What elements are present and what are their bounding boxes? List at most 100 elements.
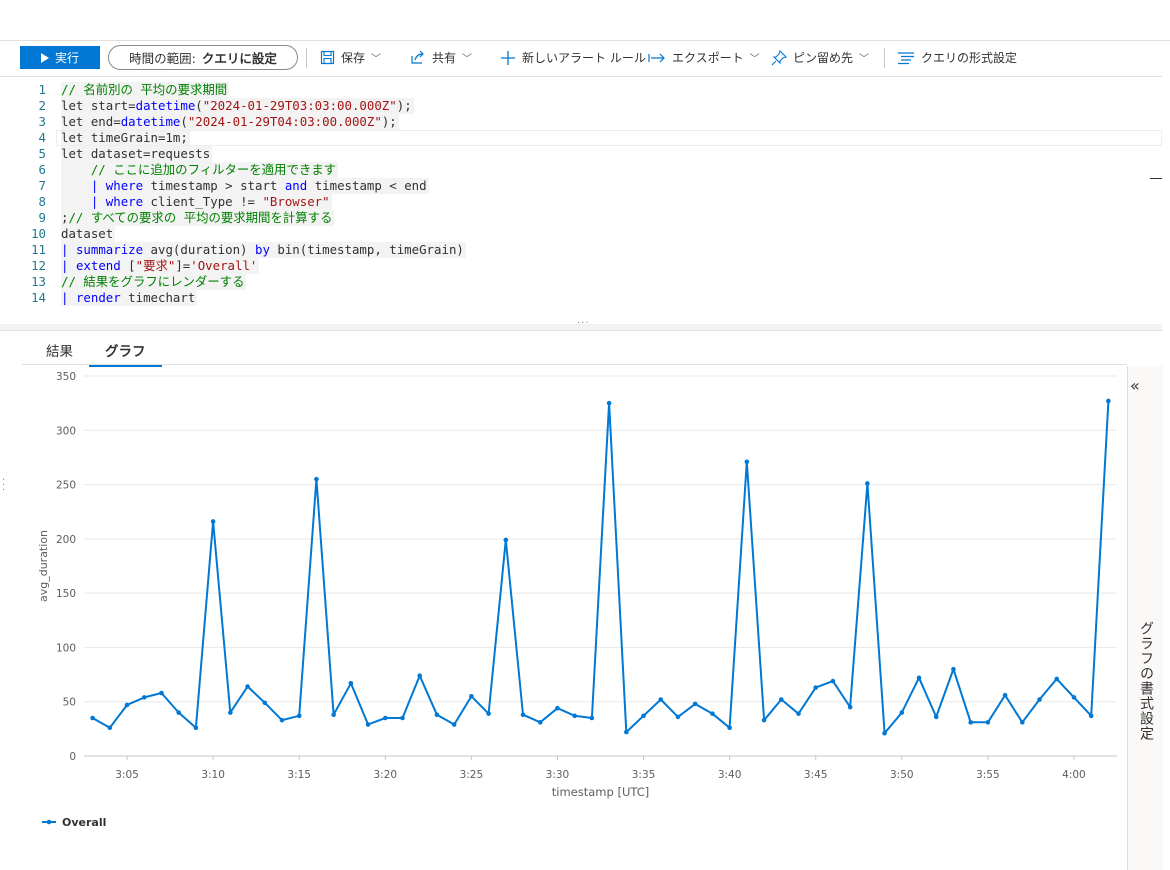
data-point [400, 715, 405, 721]
x-tick-label: 3:20 [373, 769, 397, 781]
format-query-label: クエリの形式設定 [921, 51, 1018, 65]
x-tick-label: 3:15 [287, 769, 311, 781]
query-editor[interactable]: 1 // 名前別の 平均の要求期間 2 let start=datetime("202… [0, 76, 1162, 393]
editor-results-splitter[interactable]: ··· [0, 318, 1162, 331]
format-query-button[interactable]: クエリの形式設定 [897, 49, 1017, 66]
export-button[interactable]: エクスポート ﹀ [648, 49, 760, 66]
chart-format-panel-label: グラフの書式設定 [1138, 621, 1154, 741]
data-point [968, 720, 973, 725]
data-point [348, 680, 354, 686]
code-text: // ここに追加のフィルターを適用できます [61, 162, 339, 178]
plus-icon [501, 50, 515, 65]
save-button[interactable]: 保存 ﹀ [320, 49, 381, 66]
y-tick-label: 250 [56, 480, 76, 492]
tab-results[interactable]: 結果 [30, 336, 89, 364]
code-text: | summarize avg(duration) by bin(timesta… [61, 242, 466, 258]
legend-label: Overall [62, 816, 106, 829]
run-label: 実行 [54, 51, 79, 65]
code-text: | where timestamp > start and timestamp … [61, 178, 429, 194]
data-point [985, 720, 991, 725]
data-point [1106, 398, 1111, 404]
chevron-down-icon: ﹀ [749, 54, 760, 65]
time-range-value: クエリに設定 [201, 51, 277, 66]
data-point [865, 481, 870, 486]
code-text: dataset [61, 226, 116, 242]
data-point [847, 704, 853, 710]
line-number: 6 [38, 162, 46, 177]
query-toolbar: 実行 時間の範囲: クエリに設定 保存 ﹀ 共有 ﹀ 新しいアラート ルール エ… [0, 40, 1170, 75]
data-point [692, 701, 698, 707]
data-point [830, 678, 836, 684]
data-point [1071, 695, 1077, 700]
x-tick-label: 3:55 [976, 769, 1000, 781]
pin-icon [771, 49, 787, 65]
x-tick-label: 3:45 [804, 769, 828, 781]
data-point [1054, 676, 1060, 682]
data-point [210, 519, 216, 524]
run-button[interactable]: 実行 [20, 46, 100, 69]
data-point [727, 725, 732, 731]
data-point [951, 666, 956, 672]
chevron-down-icon: ﹀ [859, 54, 870, 65]
data-point [486, 711, 491, 716]
data-point [555, 705, 560, 711]
data-point [176, 710, 181, 715]
time-range-selector[interactable]: 時間の範囲: クエリに設定 [108, 45, 298, 70]
y-tick-label: 200 [56, 534, 76, 546]
data-point [589, 715, 595, 721]
y-tick-label: 0 [69, 751, 76, 763]
line-number: 1 [38, 82, 46, 97]
top-band [0, 0, 1170, 41]
x-tick-label: 4:00 [1062, 769, 1086, 781]
share-button[interactable]: 共有 ﹀ [410, 49, 472, 66]
line-number: 13 [31, 274, 46, 289]
share-label: 共有 [432, 51, 457, 65]
code-text: let end=datetime("2024-01-29T04:03:00.00… [61, 114, 399, 130]
data-point [916, 675, 922, 681]
x-axis-title: timestamp [UTC] [552, 785, 649, 799]
data-point [675, 714, 681, 720]
data-point [90, 715, 95, 721]
code-text: let timeGrain=1m; [61, 130, 190, 146]
code-text: | extend ["要求"]='Overall' [61, 258, 260, 274]
chevron-down-icon: ﹀ [462, 54, 473, 65]
series-line-overall [92, 400, 1110, 735]
left-grip-icon[interactable]: · · · [2, 475, 6, 496]
results-tabs: 結果 グラフ [30, 336, 162, 367]
data-point [382, 715, 388, 721]
code-text: // 結果をグラフにレンダーする [61, 274, 247, 290]
code-text: ;// すべての要求の 平均の要求期間を計算する [61, 210, 335, 226]
new-alert-rule-button[interactable]: 新しいアラート ルール [500, 49, 646, 66]
data-point [365, 722, 371, 727]
line-number: 8 [38, 194, 46, 209]
data-point [1037, 697, 1042, 702]
line-number: 4 [38, 130, 46, 145]
line-number: 3 [38, 114, 46, 129]
line-number: 9 [38, 210, 46, 225]
y-tick-label: 300 [56, 425, 76, 437]
code-text: // 名前別の 平均の要求期間 [61, 82, 230, 98]
x-tick-label: 3:25 [460, 769, 484, 781]
data-point [813, 685, 819, 690]
data-point [658, 697, 664, 702]
y-tick-label: 100 [56, 642, 76, 654]
legend-swatch-marker [46, 819, 52, 825]
data-point [744, 459, 750, 465]
save-icon [320, 50, 335, 65]
tab-chart[interactable]: グラフ [89, 336, 162, 367]
pin-to-button[interactable]: ピン留め先 ﹀ [771, 49, 869, 66]
data-point [262, 700, 268, 706]
share-icon [411, 50, 424, 64]
toolbar-divider [306, 48, 307, 68]
save-label: 保存 [341, 51, 366, 65]
data-point [1002, 692, 1008, 698]
data-point [314, 476, 319, 482]
chart-format-panel[interactable]: « グラフの書式設定 [1127, 366, 1163, 870]
line-number: 5 [38, 146, 46, 161]
chevron-down-icon: ﹀ [371, 54, 382, 65]
data-point [624, 729, 629, 735]
expand-panel-icon[interactable]: « [1130, 376, 1140, 395]
data-point [107, 725, 113, 731]
data-point [1020, 720, 1025, 725]
code-text: let dataset=requests [61, 146, 213, 162]
